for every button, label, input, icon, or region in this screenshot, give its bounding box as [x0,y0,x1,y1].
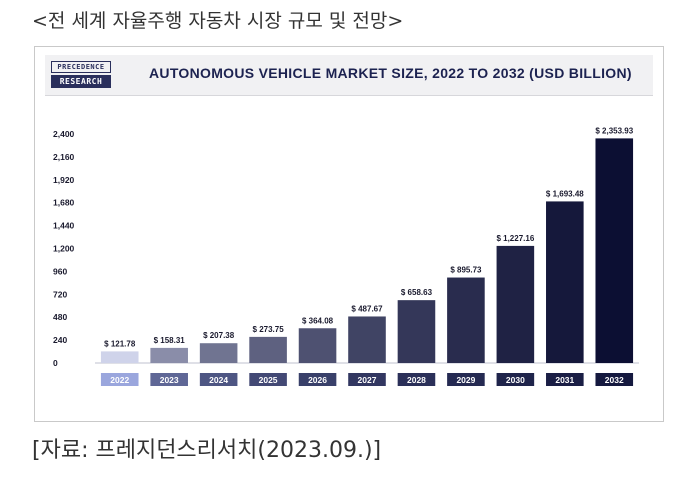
y-tick-label: 1,680 [53,198,75,208]
top-caption: <전 세계 자율주행 자동차 시장 규모 및 전망> [32,10,404,32]
value-label-2027: $ 487.67 [351,304,383,313]
bar-2032 [595,138,634,363]
source-caption: [자료: 프레지던스리서치(2023.09.)] [32,438,382,463]
y-tick-label: 2,160 [53,152,75,162]
x-tick-label-2028: 2028 [407,375,426,385]
x-tick-label-2027: 2027 [358,375,377,385]
bar-chart: 0 240 480 720 960 1,200 1,440 1,680 1,920 2,160 2,… [53,126,639,386]
y-tick-label: 1,920 [53,175,75,185]
value-label-2028: $ 658.63 [401,288,433,297]
x-tick-label-2025: 2025 [259,375,278,385]
x-tick-box-2029 [447,373,485,386]
value-label-2030: $ 1,227.16 [496,234,534,243]
y-tick-label: 0 [53,358,58,368]
x-tick-box-2024 [199,373,238,386]
x-tick-box-2026 [298,373,337,386]
bar-2030 [496,245,535,363]
chart-title: AUTONOMOUS VEHICLE MARKET SIZE, 2022 TO … [149,65,632,81]
bar-2022 [100,351,139,363]
logo-line1: PRECEDENCE [51,61,111,73]
x-tick-box-2025 [249,373,287,386]
bar-2024 [199,343,238,363]
bar-2023 [150,347,188,363]
value-label-2024: $ 207.38 [203,331,235,340]
x-tick-label-2022: 2022 [110,375,129,385]
bar-2025 [249,336,287,363]
x-tick-box-2022 [100,373,139,386]
x-tick-label-2026: 2026 [308,375,327,385]
x-tick-label-2032: 2032 [605,375,624,385]
value-label-2023: $ 158.31 [154,336,186,345]
y-tick-label: 960 [53,266,67,276]
x-tick-box-2028 [397,373,436,386]
value-label-2026: $ 364.08 [302,316,334,325]
bar-2029 [447,277,485,363]
bar-2031 [546,201,584,363]
chart-header: PRECEDENCE RESEARCH AUTONOMOUS VEHICLE M… [45,55,653,96]
logo-line2: RESEARCH [51,75,111,88]
value-label-2025: $ 273.75 [253,325,285,334]
precedence-research-logo: PRECEDENCE RESEARCH [51,61,111,89]
y-tick-label: 480 [53,312,67,322]
x-tick-box-2031 [546,373,584,386]
x-tick-label-2031: 2031 [555,375,574,385]
y-tick-label: 2,400 [53,129,75,139]
bar-2026 [298,328,337,363]
y-tick-label: 1,200 [53,244,75,254]
bar-2027 [348,316,386,363]
y-tick-label: 240 [53,335,67,345]
bar-2028 [397,300,436,363]
value-label-2022: $ 121.78 [104,339,136,348]
x-tick-box-2030 [496,373,535,386]
y-tick-label: 1,440 [53,221,75,231]
chart-card: PRECEDENCE RESEARCH AUTONOMOUS VEHICLE M… [34,46,664,422]
x-tick-label-2023: 2023 [160,375,179,385]
value-label-2029: $ 895.73 [450,266,482,275]
x-tick-box-2032 [595,373,634,386]
x-tick-label-2024: 2024 [209,375,228,385]
value-label-2031: $ 1,693.48 [546,189,584,198]
x-tick-label-2030: 2030 [506,375,525,385]
value-label-2032: $ 2,353.93 [595,126,633,135]
x-tick-box-2023 [150,373,188,386]
y-tick-label: 720 [53,289,67,299]
x-tick-label-2029: 2029 [456,375,475,385]
x-tick-box-2027 [348,373,386,386]
